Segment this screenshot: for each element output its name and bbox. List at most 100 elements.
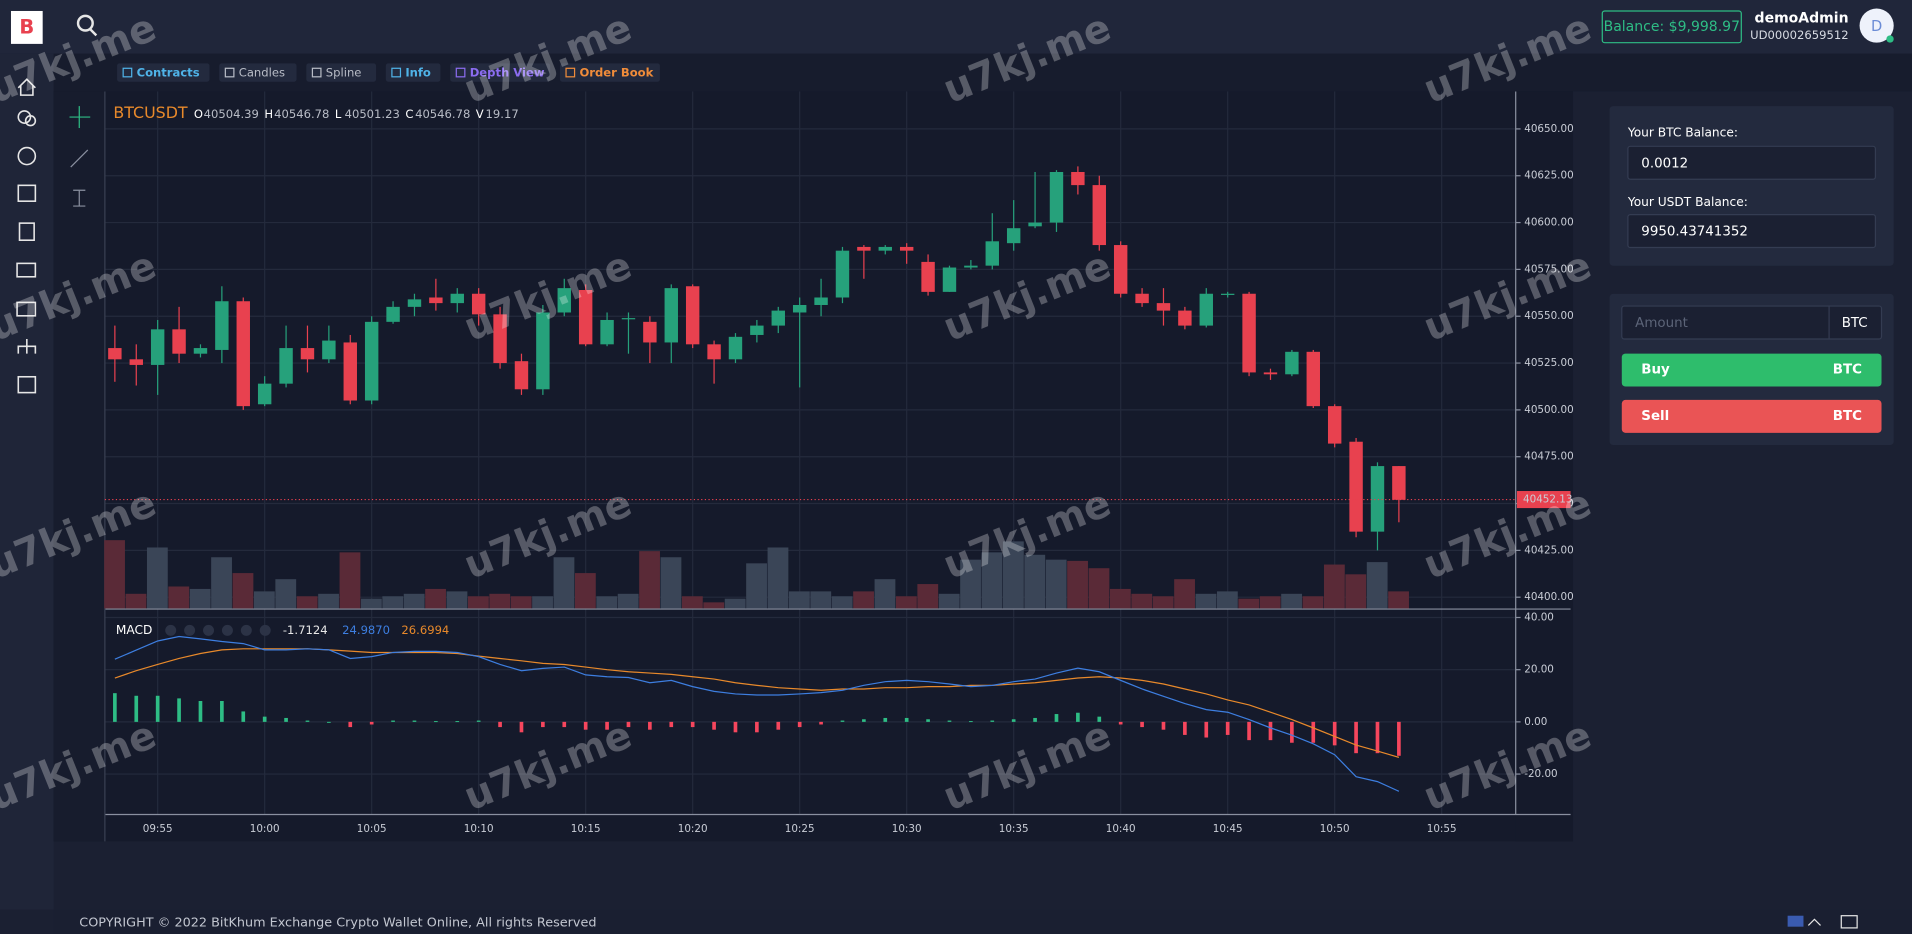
logo[interactable] — [10, 10, 43, 44]
briefcase-icon[interactable] — [16, 301, 37, 317]
candle-body — [707, 344, 721, 360]
calendar-icon[interactable] — [17, 375, 37, 394]
volume-bar — [596, 596, 618, 609]
sidebar-icons — [16, 78, 37, 394]
buy-button[interactable] — [1621, 353, 1882, 387]
candle-body — [1285, 351, 1299, 375]
usdt-balance-field[interactable] — [1627, 213, 1877, 249]
search-icon[interactable] — [76, 14, 94, 32]
macd-control[interactable] — [184, 624, 196, 636]
x-tick-label: 10:30 — [892, 823, 922, 835]
sell-unit: BTC — [1833, 409, 1862, 424]
last-price-label: 40452.13 — [1523, 494, 1572, 506]
y-tick-label: 40425.00 — [1524, 544, 1573, 556]
text-tool[interactable] — [73, 189, 86, 207]
macd-histogram-bar — [476, 720, 481, 722]
coins-icon[interactable] — [17, 110, 32, 124]
sell-label: Sell — [1641, 409, 1669, 424]
avatar[interactable] — [1859, 8, 1894, 43]
macd-histogram-bar — [605, 721, 609, 730]
candle-body — [643, 321, 657, 343]
macd-control[interactable] — [259, 624, 271, 636]
volume-bar — [1195, 593, 1217, 609]
btc-balance-field[interactable] — [1627, 145, 1877, 180]
candle-body — [771, 310, 785, 326]
macd-histogram-bar — [562, 721, 567, 728]
candle-body — [835, 250, 850, 298]
candle-body — [257, 383, 272, 405]
volume-bar — [1302, 596, 1324, 609]
x-tick-label: 10:15 — [571, 823, 601, 835]
y-tick-label: -20.00 — [1524, 768, 1557, 780]
contacts-icon[interactable] — [17, 184, 37, 202]
sell-button[interactable] — [1621, 399, 1882, 433]
volume-bar — [467, 596, 489, 609]
candle-body — [429, 297, 443, 304]
macd-control[interactable] — [240, 624, 252, 636]
volume-bar — [767, 547, 789, 609]
tab-icon — [455, 67, 466, 78]
y-tick-label: 20.00 — [1524, 664, 1554, 676]
x-tick-label: 10:40 — [1106, 823, 1136, 835]
legend-key: O — [194, 107, 203, 121]
tab[interactable] — [219, 63, 297, 82]
candle-body — [1156, 303, 1171, 311]
wallet-icon[interactable] — [16, 262, 37, 278]
buy-unit: BTC — [1833, 362, 1862, 377]
screen-icon[interactable] — [1840, 915, 1858, 929]
tree-icon[interactable] — [17, 338, 37, 354]
doc-icon[interactable] — [18, 222, 35, 241]
tab-label: Candles — [239, 66, 285, 80]
tab[interactable] — [450, 63, 551, 82]
tab-icon — [391, 67, 402, 78]
macd-histogram-bar — [1225, 721, 1230, 735]
amount-input[interactable] — [1621, 305, 1883, 340]
volume-bar — [895, 596, 917, 609]
volume-bar — [1174, 579, 1195, 609]
tab-icon — [311, 67, 322, 78]
candle-body — [1178, 310, 1192, 326]
candle-body — [343, 342, 357, 401]
volume-bar — [917, 584, 939, 609]
tab-label: Spline — [326, 66, 362, 80]
macd-histogram-bar — [840, 720, 845, 722]
candle-body — [664, 288, 678, 343]
macd-histogram-bar — [241, 711, 246, 722]
amount-unit: BTC — [1842, 316, 1868, 331]
line-tool[interactable] — [70, 149, 89, 168]
macd-histogram-bar — [1332, 721, 1337, 746]
volume-bar — [724, 598, 746, 609]
candle-body — [471, 293, 486, 315]
chevron-icon[interactable] — [1807, 918, 1821, 926]
tab[interactable] — [117, 63, 210, 82]
macd-histogram-bar — [134, 695, 139, 722]
balance-box[interactable] — [1601, 10, 1742, 44]
user-id: UD00002659512 — [1750, 28, 1848, 42]
macd-histogram-bar — [690, 721, 695, 728]
crosshair-tool[interactable] — [69, 106, 91, 129]
macd-control[interactable] — [203, 624, 215, 636]
candle-body — [1392, 466, 1406, 500]
tab[interactable] — [306, 63, 377, 82]
macd-control[interactable] — [165, 624, 177, 636]
legend-key: C — [405, 107, 413, 121]
tab[interactable] — [559, 63, 660, 82]
chart-panel — [53, 91, 1574, 842]
volume-bar — [617, 593, 639, 609]
home-icon[interactable] — [17, 78, 36, 96]
logo-text: B — [19, 16, 34, 39]
macd-control[interactable] — [221, 624, 233, 636]
macd-histogram-bar — [1204, 721, 1209, 738]
flag-icon[interactable] — [1787, 915, 1804, 927]
online-dot — [1886, 35, 1894, 43]
candle-body — [1327, 406, 1342, 444]
macd-histogram-bar — [626, 721, 631, 728]
btc-balance-value: 0.0012 — [1641, 156, 1688, 171]
sidebar — [0, 53, 54, 910]
x-tick-label: 10:45 — [1213, 823, 1243, 835]
volume-bar — [1281, 593, 1302, 609]
tab-label: Info — [405, 66, 431, 80]
volume-bar — [382, 596, 404, 609]
macd-histogram-bar — [1033, 717, 1037, 722]
dollar-icon[interactable] — [17, 146, 37, 166]
